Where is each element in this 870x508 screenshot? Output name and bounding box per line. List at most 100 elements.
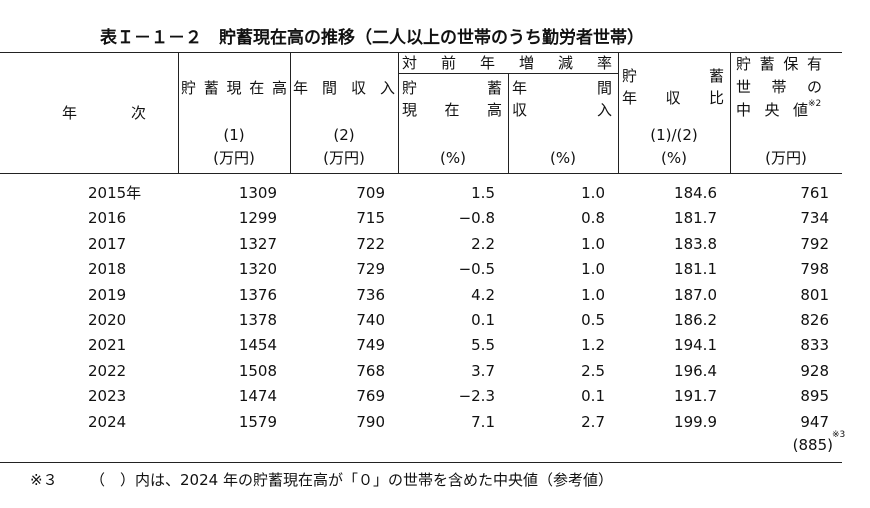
column-unit: (%) — [440, 149, 466, 167]
column-header: 貯蓄保有 — [736, 55, 822, 73]
rule — [0, 52, 842, 53]
value-cell: 7.1 — [471, 412, 495, 431]
value-cell: 0.1 — [471, 311, 495, 329]
value-cell: 194.1 — [674, 336, 717, 355]
value-cell: 1.0 — [581, 260, 605, 279]
year-cell: 2017 — [88, 234, 127, 253]
value-cell: 1327 — [238, 234, 277, 253]
note-mark: ※2 — [808, 99, 822, 109]
value-cell: 768 — [356, 361, 385, 380]
value-cell: 749 — [356, 336, 385, 355]
value-cell: 947 — [800, 412, 829, 431]
value-cell: 722 — [356, 234, 385, 253]
value-cell: 3.7 — [471, 361, 495, 380]
year-cell: 2019 — [88, 285, 127, 304]
year-cell: 2020 — [88, 311, 127, 329]
value-cell: 1474 — [238, 387, 277, 406]
column-divider — [290, 52, 291, 173]
value-cell: 1320 — [238, 260, 277, 279]
value-cell: 181.7 — [674, 209, 717, 228]
value-cell: 833 — [800, 336, 829, 355]
value-cell: 801 — [800, 285, 829, 304]
column-divider — [178, 52, 179, 173]
group-header: 対前年増減率 — [402, 54, 612, 72]
value-cell: −0.5 — [458, 260, 495, 279]
year-cell: 2022 — [88, 361, 127, 380]
value-cell: 1299 — [238, 209, 277, 228]
value-cell: 928 — [800, 361, 829, 380]
column-header: 貯蓄現在高 — [181, 79, 287, 97]
column-unit: (万円) — [765, 149, 807, 167]
column-divider — [730, 52, 731, 173]
value-cell: 895 — [800, 387, 829, 406]
reference-note: ※3 — [832, 430, 846, 440]
value-cell: −2.3 — [458, 387, 495, 406]
value-cell: 0.8 — [581, 209, 605, 228]
column-header: 年間 — [512, 79, 612, 97]
rule — [0, 173, 842, 174]
value-cell: 0.1 — [581, 387, 605, 406]
value-cell: 183.8 — [674, 234, 717, 253]
value-cell: 1.0 — [581, 234, 605, 253]
value-cell: 0.5 — [581, 311, 605, 329]
value-cell: 1378 — [238, 311, 277, 329]
value-cell: 2.2 — [471, 234, 495, 253]
value-cell: 1.0 — [581, 285, 605, 304]
value-cell: 1.2 — [581, 336, 605, 355]
value-cell: 790 — [356, 412, 385, 431]
value-cell: 1376 — [238, 285, 277, 304]
rule — [0, 462, 842, 463]
value-cell: 4.2 — [471, 285, 495, 304]
title: 表Ｉ－１－２ 貯蓄現在高の推移（二人以上の世帯のうち勤労者世帯） — [100, 28, 644, 48]
value-cell: 740 — [356, 311, 385, 329]
value-cell: 1579 — [238, 412, 277, 431]
value-cell: 709 — [356, 184, 385, 202]
column-divider — [508, 73, 509, 173]
year-header: 年次 — [62, 104, 146, 122]
value-cell: 186.2 — [674, 311, 717, 329]
column-unit: (万円) — [323, 149, 365, 167]
year-cell: 2021 — [88, 336, 127, 355]
column-header: 貯蓄 — [622, 67, 724, 85]
column-header: 世帯の — [736, 78, 822, 96]
value-cell: 761 — [800, 184, 829, 202]
reference-value: (885) — [792, 436, 833, 454]
column-header: 年間収入 — [293, 79, 395, 97]
value-cell: 187.0 — [674, 285, 717, 304]
value-cell: 191.7 — [674, 387, 717, 406]
column-header: 貯蓄 — [402, 79, 502, 97]
column-number: (1) — [223, 126, 245, 144]
column-unit: (%) — [550, 149, 576, 167]
value-cell: −0.8 — [458, 209, 495, 228]
column-divider — [618, 52, 619, 173]
column-header: 現在高 — [402, 101, 502, 119]
column-header: 年収比 — [622, 89, 724, 107]
value-cell: 1309 — [238, 184, 277, 202]
value-cell: 181.1 — [674, 260, 717, 279]
year-cell: 2024 — [88, 412, 127, 431]
column-header: 中央値 — [736, 101, 808, 119]
value-cell: 2.7 — [581, 412, 605, 431]
value-cell: 5.5 — [471, 336, 495, 355]
note-wrap: ※2 — [808, 94, 821, 117]
value-cell: 2.5 — [581, 361, 605, 380]
column-number: (2) — [333, 126, 355, 144]
value-cell: 184.6 — [674, 184, 717, 202]
value-cell: 1.0 — [581, 184, 605, 202]
value-cell: 199.9 — [674, 412, 717, 431]
column-divider — [398, 52, 399, 173]
year-cell: 2018 — [88, 260, 127, 279]
value-cell: 734 — [800, 209, 829, 228]
year-cell: 2016 — [88, 209, 127, 228]
value-cell: 715 — [356, 209, 385, 228]
value-cell: 729 — [356, 260, 385, 279]
column-header: 収入 — [512, 101, 612, 119]
column-number: (1)/(2) — [650, 126, 698, 144]
value-cell: 1.5 — [471, 184, 495, 202]
value-cell: 1508 — [238, 361, 277, 380]
footnote: （ ）内は、2024 年の貯蓄現在高が「０」の世帯を含めた中央値（参考値） — [90, 471, 613, 489]
value-cell: 736 — [356, 285, 385, 304]
value-cell: 769 — [356, 387, 385, 406]
column-unit: (%) — [661, 149, 687, 167]
